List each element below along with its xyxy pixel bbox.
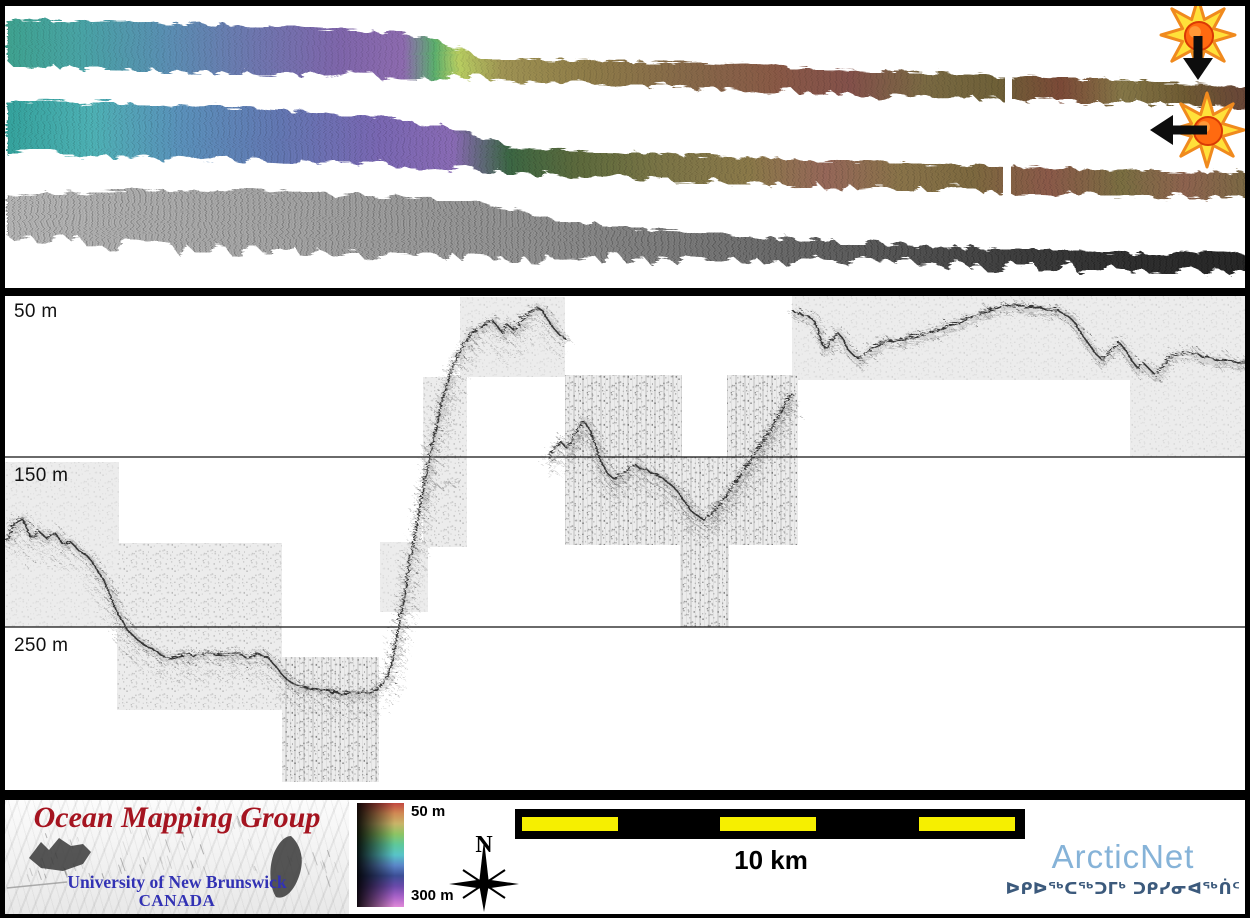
omg-country: CANADA	[138, 891, 216, 910]
scale-bar-segment	[720, 817, 816, 831]
omg-title: Ocean Mapping Group	[33, 801, 321, 834]
scale-bar-label: 10 km	[734, 845, 808, 875]
depth-colorbar	[357, 803, 404, 907]
arcticnet-inuktitut-text: ᐅᑭᐅᖅᑕᖅᑐᒥᒃ ᑐᑭᓯᓂᐊᖅᑏᑦ	[1005, 879, 1241, 898]
scale-bar-segment	[522, 817, 618, 831]
arcticnet-logo: ArcticNet ᐅᑭᐅᖅᑕᖅᑐᒥᒃ ᑐᑭᓯᓂᐊᖅᑏᑦ	[998, 838, 1245, 898]
compass-star	[449, 840, 519, 912]
swath-strips-canvas	[5, 6, 1245, 275]
omg-university: University of New Brunswick	[67, 872, 287, 892]
fish-silhouette-right	[270, 836, 302, 898]
colorbar-top-label: 50 m	[411, 803, 446, 820]
subbottom-profile-panel: 50 m 150 m 250 m	[5, 296, 1245, 790]
omg-logo: Ocean Mapping Group University of New Br…	[5, 800, 349, 914]
multibeam-swath-strip-1	[5, 15, 1245, 110]
depth-label-50m: 50 m	[14, 301, 58, 322]
seafloor-trace-right	[785, 296, 1245, 385]
multibeam-swath-strip-2	[5, 98, 1245, 200]
echogram-patch	[1130, 380, 1245, 457]
legend-bar: Ocean Mapping Group University of New Br…	[5, 800, 1245, 914]
sun-icon-1	[1159, 6, 1237, 80]
bathymetry-panel	[5, 6, 1245, 288]
scale-bar-segment	[919, 817, 1015, 831]
scale-bar	[515, 809, 1025, 839]
seafloor-trace-left	[5, 297, 571, 718]
omg-logo-art	[6, 811, 339, 898]
depth-label-250m: 250 m	[14, 635, 69, 656]
colorbar-bottom-label: 300 m	[411, 887, 454, 904]
sun-icon-2	[1150, 91, 1245, 169]
fish-silhouette-left	[29, 838, 91, 871]
arrow-down-icon	[1183, 58, 1213, 80]
arrow-left-icon	[1150, 115, 1173, 145]
arcticnet-wordmark: ArcticNet	[1051, 838, 1195, 875]
depth-label-150m: 150 m	[14, 465, 69, 486]
subbottom-profile-plot	[5, 296, 1245, 782]
backscatter-swath-strip	[5, 186, 1245, 275]
north-arrow: N	[449, 832, 519, 912]
echogram-patch	[282, 657, 379, 782]
